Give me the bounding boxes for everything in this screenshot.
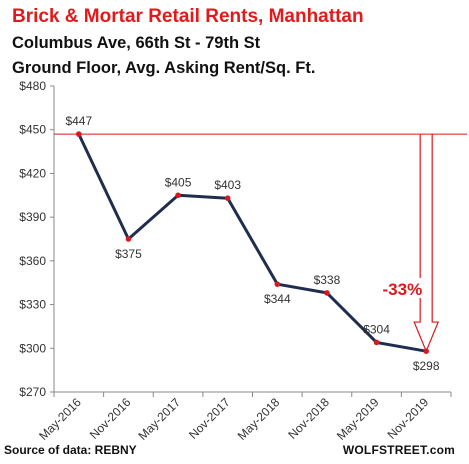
data-point: [175, 192, 181, 199]
percent-change-label: -33%: [383, 280, 423, 299]
data-point: [224, 195, 231, 201]
chart-title: Brick & Mortar Retail Rents, Manhattan: [12, 6, 364, 27]
data-label: $304: [363, 322, 390, 336]
data-label: $298: [413, 359, 440, 373]
data-point: [125, 236, 132, 242]
x-tick-label: May-2019: [334, 395, 382, 443]
data-label: $344: [264, 292, 291, 306]
chart-subtitle-location: Columbus Ave, 66th St - 79th St: [12, 34, 261, 52]
y-tick-label: $330: [19, 298, 46, 312]
x-tick-label: May-2016: [36, 395, 84, 443]
y-tick-label: $390: [19, 210, 46, 224]
data-label: $375: [115, 247, 142, 261]
x-axis: May-2016 Nov-2016 May-2017 Nov-2017 May-2018…: [36, 391, 452, 443]
x-tick-label: Nov-2018: [285, 395, 332, 442]
series-group: [76, 131, 429, 355]
data-label: $338: [314, 273, 341, 287]
decline-arrow: [413, 134, 440, 353]
data-label: $447: [65, 114, 92, 128]
y-tick-label: $300: [19, 341, 46, 355]
x-tick-label: May-2018: [235, 395, 283, 443]
x-tick-label: Nov-2017: [186, 395, 233, 442]
y-tick-label: $420: [19, 166, 46, 180]
x-tick-label: Nov-2019: [385, 395, 432, 442]
data-labels: $447 $375 $405 $403 $344 $338 $304 $298: [65, 114, 439, 373]
source-note: Source of data: REBNY: [4, 443, 137, 457]
annotation-group: -33%: [383, 134, 440, 353]
brand-logo-text: WOLFSTREET.com: [342, 443, 455, 457]
data-point: [324, 290, 330, 296]
y-axis: $270 $300 $330 $360 $390 $420 $450 $480: [19, 79, 55, 399]
y-tick-label: $270: [19, 385, 46, 399]
data-label: $403: [214, 178, 241, 192]
data-label: $405: [165, 175, 192, 189]
y-tick-label: $450: [19, 123, 46, 137]
data-point: [274, 281, 281, 287]
x-tick-label: May-2017: [136, 395, 184, 443]
chart-subtitle-metric: Ground Floor, Avg. Asking Rent/Sq. Ft.: [12, 59, 316, 77]
data-point: [76, 131, 82, 137]
data-point: [373, 339, 380, 346]
y-tick-label: $480: [19, 79, 46, 93]
annotation-background: [389, 277, 424, 298]
x-tick-label: Nov-2016: [87, 395, 134, 442]
series-line: [77, 133, 427, 353]
y-tick-label: $360: [19, 254, 46, 268]
